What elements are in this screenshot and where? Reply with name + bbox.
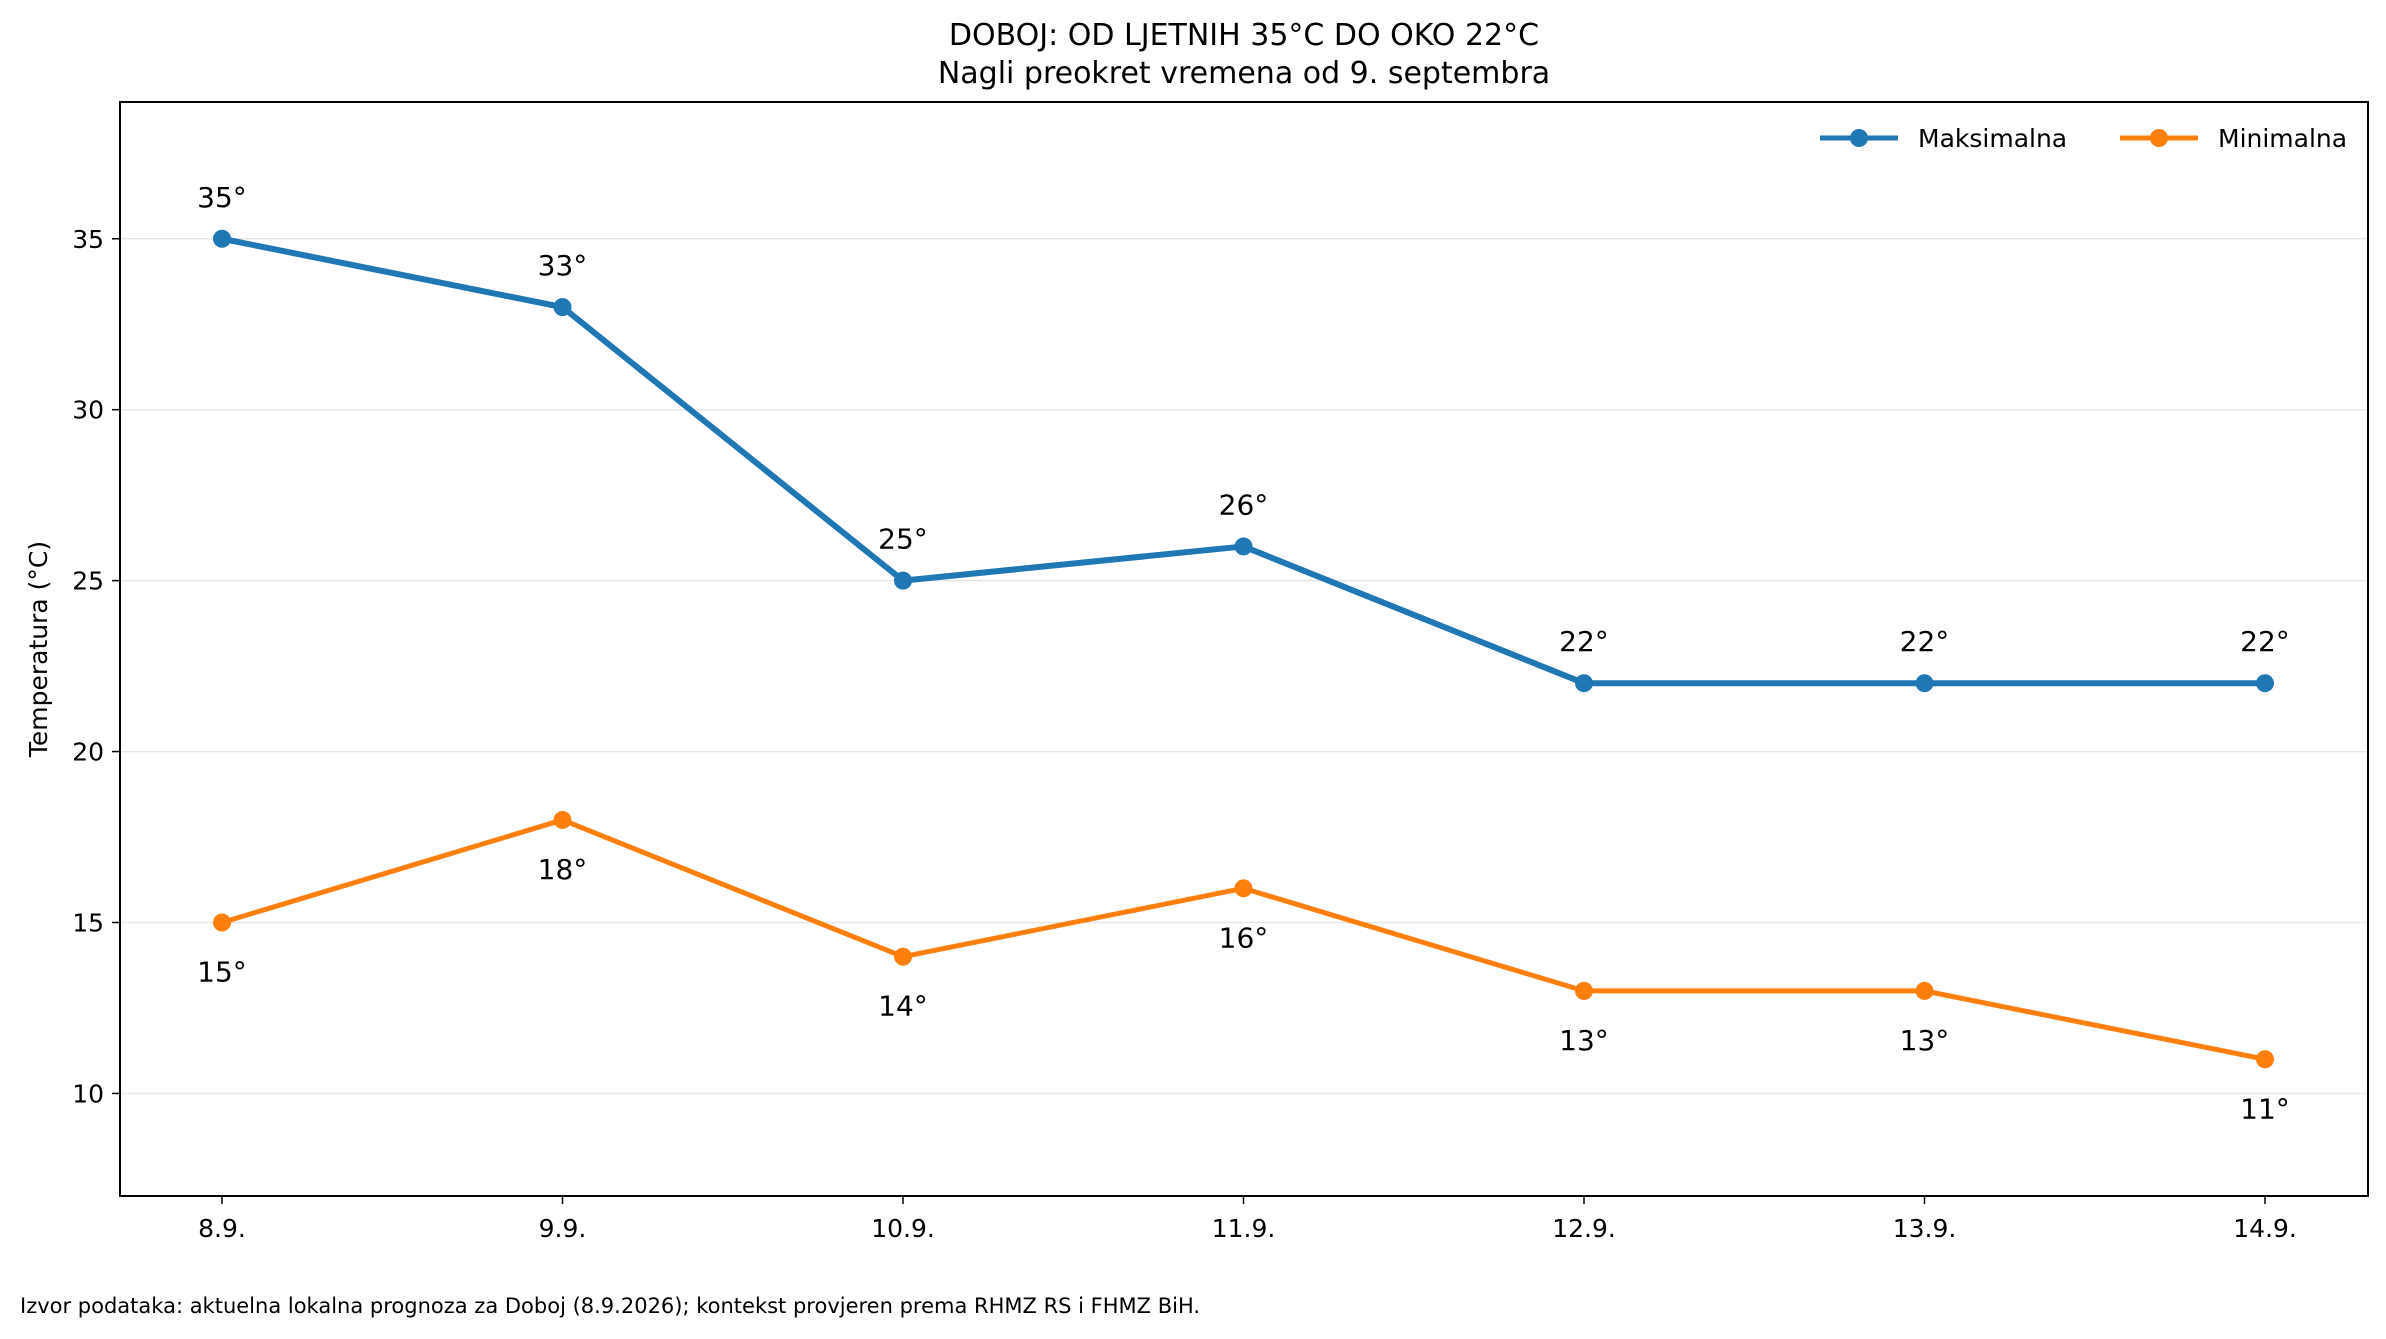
- x-tick-label: 11.9.: [1212, 1214, 1276, 1243]
- data-label-minimalna: 15°: [197, 956, 247, 989]
- data-point-minimalna: [1575, 981, 1593, 1000]
- y-axis: 10 15 20 25 30 35: [72, 225, 120, 1108]
- data-point-maksimalna: [2256, 674, 2274, 693]
- data-point-minimalna: [1234, 879, 1253, 898]
- y-tick-label: 25: [72, 567, 104, 596]
- x-tick-label: 10.9.: [871, 1214, 935, 1243]
- data-point-maksimalna: [894, 571, 912, 590]
- source-note: Izvor podataka: aktuelna lokalna prognoz…: [20, 1294, 1200, 1318]
- data-label-maksimalna: 22°: [2240, 625, 2290, 658]
- legend-label: Minimalna: [2218, 124, 2347, 153]
- data-point-maksimalna: [213, 229, 231, 248]
- y-tick-label: 30: [72, 396, 104, 425]
- data-point-minimalna: [894, 947, 912, 966]
- legend-item-minimalna: Minimalna: [2120, 124, 2347, 153]
- legend-marker: [1850, 129, 1868, 147]
- data-label-maksimalna: 25°: [878, 523, 928, 556]
- series-maksimalna: 35° 33° 25° 26° 22° 22° 22°: [197, 181, 2290, 693]
- legend-marker: [2150, 129, 2168, 147]
- data-point-maksimalna: [553, 298, 572, 317]
- x-tick-label: 8.9.: [198, 1214, 246, 1243]
- data-label-minimalna: 13°: [1900, 1024, 1950, 1057]
- data-label-maksimalna: 22°: [1900, 625, 1950, 658]
- data-point-minimalna: [1915, 981, 1934, 1000]
- series-layer: 35°33°25°26°22° 22° 22°15°18°14°16°13° 13°1…: [197, 181, 2290, 1126]
- y-tick-label: 35: [72, 225, 104, 254]
- legend-item-maksimalna: Maksimalna: [1820, 124, 2067, 153]
- gridlines: [120, 238, 2368, 1095]
- data-label-minimalna: 11°: [2240, 1092, 2290, 1125]
- data-point-maksimalna: [1234, 537, 1253, 556]
- y-tick-label: 10: [72, 1079, 104, 1108]
- data-label-minimalna: 18°: [538, 853, 588, 886]
- x-tick-label: 13.9.: [1893, 1214, 1957, 1243]
- chart-subtitle: Nagli preokret vremena od 9. septembra: [938, 56, 1550, 91]
- data-label-maksimalna: 22°: [1559, 625, 1609, 658]
- x-tick-label: 12.9.: [1552, 1214, 1616, 1243]
- chart-title: DOBOJ: OD LJETNIH 35°C DO OKO 22°C: [949, 18, 1539, 53]
- series-line-maksimalna: [221, 235, 2265, 687]
- x-tick-label: 9.9.: [539, 1214, 587, 1243]
- series-minimalna: 15° 18° 14° 16° 13° 13° 11°: [197, 810, 2290, 1125]
- legend: Maksimalna Minimalna: [1820, 124, 2347, 153]
- data-label-minimalna: 14°: [878, 990, 928, 1023]
- legend-label: Maksimalna: [1918, 124, 2067, 153]
- data-point-maksimalna: [1575, 674, 1593, 693]
- x-axis: 8.9. 9.9. 10.9. 11.9. 12.9. 13.9. 14.9.: [198, 1196, 2297, 1243]
- data-label-maksimalna: 26°: [1219, 488, 1269, 521]
- data-point-minimalna: [553, 810, 572, 829]
- data-label-minimalna: 16°: [1219, 921, 1269, 954]
- y-tick-label: 15: [72, 909, 104, 938]
- x-tick-label: 14.9.: [2233, 1214, 2297, 1243]
- data-point-minimalna: [2256, 1050, 2274, 1069]
- data-label-minimalna: 13°: [1559, 1024, 1609, 1057]
- data-label-maksimalna: 33°: [538, 249, 588, 282]
- data-label-maksimalna: 35°: [197, 181, 247, 214]
- data-point-maksimalna: [1915, 674, 1934, 693]
- data-point-minimalna: [213, 913, 231, 932]
- plot-frame: [119, 101, 2369, 1197]
- y-axis-label: Temperatura (°C): [24, 541, 53, 758]
- y-tick-label: 20: [72, 738, 104, 767]
